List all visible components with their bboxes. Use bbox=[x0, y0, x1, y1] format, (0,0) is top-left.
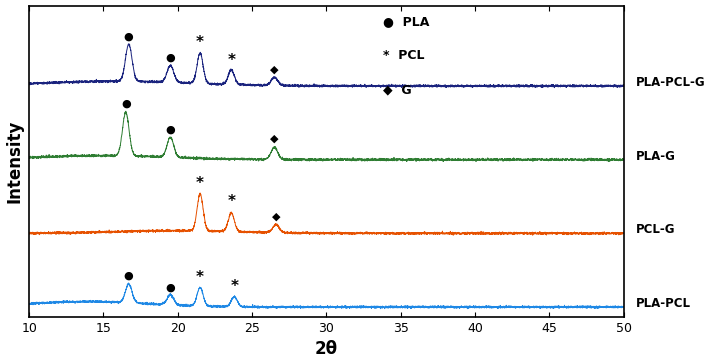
Text: ●: ● bbox=[121, 99, 131, 109]
Text: *: * bbox=[227, 53, 235, 68]
Text: *: * bbox=[196, 35, 204, 50]
Text: ●: ● bbox=[165, 282, 175, 292]
Y-axis label: Intensity: Intensity bbox=[6, 120, 23, 203]
Text: PCL-G: PCL-G bbox=[635, 223, 675, 237]
Text: ●: ● bbox=[165, 124, 175, 135]
Text: ◆: ◆ bbox=[271, 64, 279, 74]
Text: ◆  G: ◆ G bbox=[383, 83, 412, 96]
X-axis label: 2θ: 2θ bbox=[315, 340, 338, 359]
Text: PLA-G: PLA-G bbox=[635, 150, 676, 163]
Text: PLA-PCL-G: PLA-PCL-G bbox=[635, 76, 705, 89]
Text: ◆: ◆ bbox=[272, 212, 280, 222]
Text: *: * bbox=[196, 270, 204, 285]
Text: *: * bbox=[196, 176, 204, 191]
Text: ●: ● bbox=[124, 32, 133, 41]
Text: ●: ● bbox=[165, 53, 175, 63]
Text: *: * bbox=[230, 279, 239, 294]
Text: *: * bbox=[227, 194, 235, 209]
Text: PLA-PCL: PLA-PCL bbox=[635, 297, 691, 310]
Text: ◆: ◆ bbox=[271, 134, 279, 144]
Text: ●: ● bbox=[124, 270, 133, 281]
Text: *  PCL: * PCL bbox=[383, 49, 425, 62]
Text: ●  PLA: ● PLA bbox=[383, 15, 430, 28]
